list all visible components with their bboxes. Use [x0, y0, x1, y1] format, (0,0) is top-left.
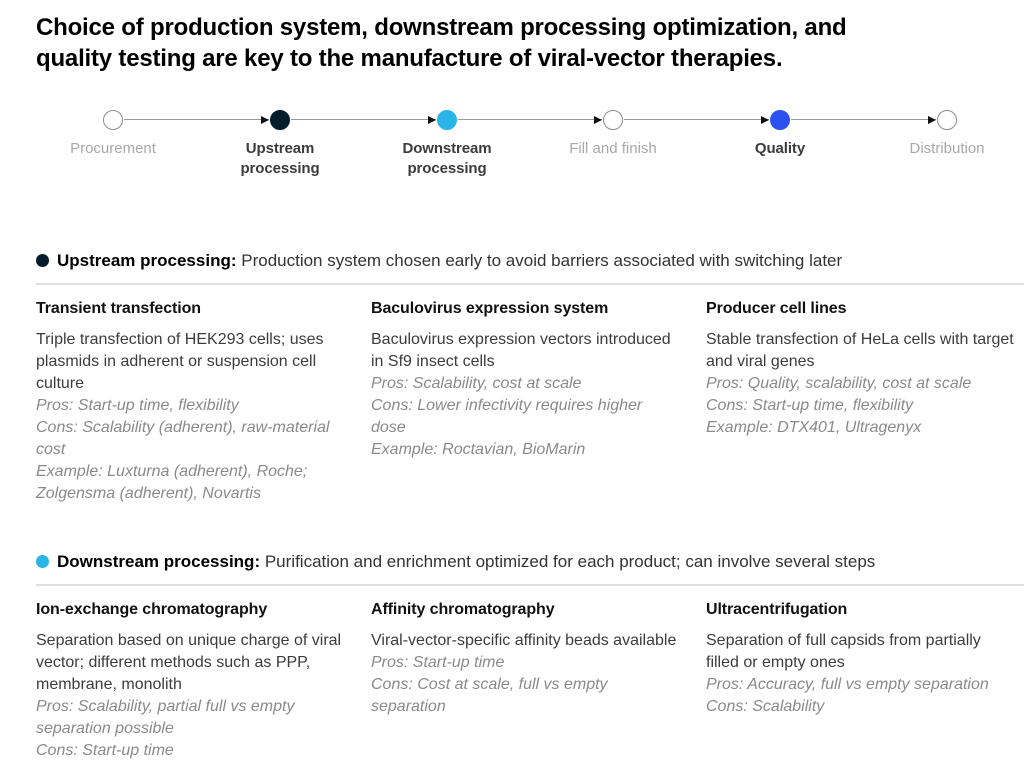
- column-cons: Cons: Lower infectivity requires higher …: [371, 397, 643, 436]
- section-header: Downstream processing: Purification and …: [36, 551, 1024, 573]
- column-heading: Ultracentrifugation: [706, 601, 848, 618]
- column-pros: Pros: Quality, scalability, cost at scal…: [706, 375, 972, 392]
- column-body: Separation of full capsids from partiall…: [706, 632, 981, 671]
- step-label: Fill and finish: [569, 140, 657, 157]
- column-example: Example: DTX401, Ultragenyx: [706, 419, 922, 436]
- timeline-step-upstream-processing: Upstream processing: [210, 110, 350, 179]
- column-transient-transfection: Transient transfection Triple transfecti…: [36, 298, 346, 505]
- section-columns: Ion-exchange chromatography Separation b…: [36, 599, 1024, 762]
- column-pros: Pros: Scalability, partial full vs empty…: [36, 698, 295, 737]
- timeline-arrow-connector: [291, 115, 436, 124]
- downstream-bullet-icon: [36, 555, 49, 568]
- timeline-arrow-connector: [624, 115, 769, 124]
- column-body: Triple transfection of HEK293 cells; use…: [36, 331, 324, 392]
- step-label: Upstream processing: [240, 140, 320, 177]
- column-pros: Pros: Start-up time, flexibility: [36, 397, 239, 414]
- column-heading: Baculovirus expression system: [371, 300, 609, 317]
- section-columns: Transient transfection Triple transfecti…: [36, 298, 1024, 505]
- column-body: Separation based on unique charge of vir…: [36, 632, 342, 693]
- column-affinity-chromatography: Affinity chromatography Viral-vector-spe…: [371, 599, 681, 762]
- column-example: Example: Luxturna (adherent), Roche; Zol…: [36, 463, 308, 502]
- section-description: Production system chosen early to avoid …: [241, 251, 843, 270]
- timeline-step-distribution: Distribution: [877, 110, 1017, 159]
- column-cons: Cons: Scalability (adherent), raw-materi…: [36, 419, 330, 458]
- section-name: Upstream processing:: [57, 251, 237, 270]
- step-circle: [103, 110, 123, 130]
- section-upstream-processing: Upstream processing: Production system c…: [36, 250, 1024, 505]
- column-ion-exchange-chromatography: Ion-exchange chromatography Separation b…: [36, 599, 346, 762]
- column-body: Stable transfection of HeLa cells with t…: [706, 331, 1014, 370]
- timeline-arrow-connector: [458, 115, 602, 124]
- page-title-line-2: quality testing are key to the manufactu…: [36, 45, 783, 72]
- column-body: Baculovirus expression vectors introduce…: [371, 331, 671, 370]
- column-cons: Cons: Scalability: [706, 698, 825, 715]
- timeline-step-downstream-processing: Downstream processing: [377, 110, 517, 179]
- section-name: Downstream processing:: [57, 552, 261, 571]
- column-cons: Cons: Start-up time, flexibility: [706, 397, 914, 414]
- column-cons: Cons: Start-up time: [36, 742, 174, 759]
- upstream-bullet-icon: [36, 254, 49, 267]
- step-label: Distribution: [909, 140, 985, 157]
- column-heading: Affinity chromatography: [371, 601, 555, 618]
- column-heading: Producer cell lines: [706, 300, 847, 317]
- process-timeline: Procurement Upstream processing Downstre…: [0, 102, 1024, 206]
- timeline-step-procurement: Procurement: [43, 110, 183, 159]
- column-producer-cell-lines: Producer cell lines Stable transfection …: [706, 298, 1016, 505]
- column-example: Example: Roctavian, BioMarin: [371, 441, 586, 458]
- column-baculovirus-expression-system: Baculovirus expression system Baculoviru…: [371, 298, 681, 505]
- step-circle: [937, 110, 957, 130]
- section-header: Upstream processing: Production system c…: [36, 250, 1024, 272]
- step-label: Downstream processing: [402, 140, 492, 177]
- step-circle: [437, 110, 457, 130]
- step-label: Procurement: [70, 140, 156, 157]
- step-circle: [770, 110, 790, 130]
- column-ultracentrifugation: Ultracentrifugation Separation of full c…: [706, 599, 1016, 762]
- section-description: Purification and enrichment optimized fo…: [264, 552, 876, 571]
- step-label: Quality: [754, 140, 806, 157]
- step-circle: [270, 110, 290, 130]
- section-divider: [36, 283, 1024, 285]
- column-heading: Transient transfection: [36, 300, 201, 317]
- section-downstream-processing: Downstream processing: Purification and …: [36, 551, 1024, 762]
- column-pros: Pros: Start-up time: [371, 654, 505, 671]
- step-circle: [603, 110, 623, 130]
- timeline-step-fill-and-finish: Fill and finish: [543, 110, 683, 159]
- timeline-step-quality: Quality: [710, 110, 850, 159]
- column-body: Viral-vector-specific affinity beads ava…: [371, 632, 677, 649]
- page-title-line-1: Choice of production system, downstream …: [36, 14, 847, 41]
- column-cons: Cons: Cost at scale, full vs empty separ…: [371, 676, 608, 715]
- timeline-arrow-connector: [124, 115, 269, 124]
- column-heading: Ion-exchange chromatography: [36, 601, 268, 618]
- column-pros: Pros: Scalability, cost at scale: [371, 375, 582, 392]
- section-divider: [36, 584, 1024, 586]
- timeline-arrow-connector: [791, 115, 936, 124]
- column-pros: Pros: Accuracy, full vs empty separation: [706, 676, 989, 693]
- page-title: Choice of production system, downstream …: [36, 12, 988, 74]
